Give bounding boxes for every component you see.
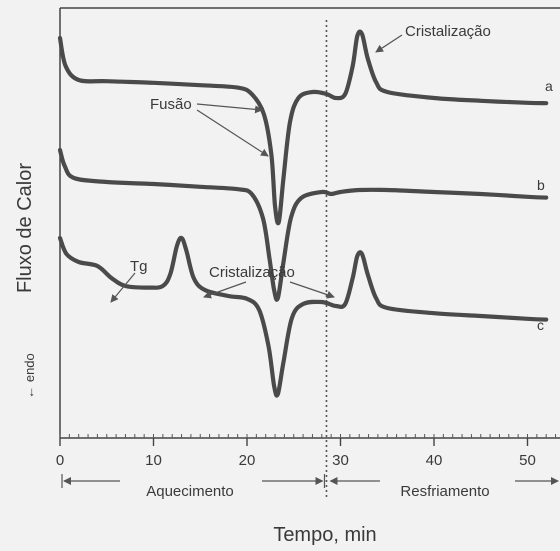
arrow-cristalizacao-right bbox=[289, 281, 335, 299]
series-group bbox=[57, 29, 549, 398]
y-axis-title: Fluxo de Calor bbox=[14, 163, 36, 293]
arrow-cristalizacao-top bbox=[375, 34, 403, 53]
series-label-c: c bbox=[537, 317, 544, 333]
y-direction-note: ← endo bbox=[22, 353, 37, 399]
arrow-tg bbox=[110, 272, 136, 303]
x-axis-minor-ticks bbox=[59, 434, 557, 438]
region-arrows bbox=[61, 474, 559, 488]
arrow-cristalizacao-left bbox=[203, 281, 247, 299]
annotation-tg: Tg bbox=[130, 258, 148, 275]
x-axis-major-ticks bbox=[59, 438, 529, 446]
x-tick-labels: 0 10 20 30 40 50 bbox=[56, 452, 536, 469]
x-tick-label: 30 bbox=[332, 452, 349, 469]
arrow-fusao-b bbox=[196, 109, 269, 157]
x-tick-label: 20 bbox=[239, 452, 256, 469]
x-tick-label: 40 bbox=[426, 452, 443, 469]
x-tick-label: 10 bbox=[145, 452, 162, 469]
series-label-a: a bbox=[545, 78, 553, 94]
x-tick-label: 0 bbox=[56, 452, 64, 469]
annotation-fusao: Fusão bbox=[150, 96, 192, 113]
arrow-fusao-a bbox=[196, 103, 263, 114]
series-label-b: b bbox=[537, 177, 545, 193]
x-axis-title: Tempo, min bbox=[273, 524, 376, 546]
series-line-b bbox=[57, 147, 549, 302]
series-line-c bbox=[57, 235, 549, 398]
annotation-arrows bbox=[110, 34, 403, 303]
region-label-aquecimento: Aquecimento bbox=[146, 483, 234, 500]
x-tick-label: 50 bbox=[519, 452, 536, 469]
region-label-resfriamento: Resfriamento bbox=[400, 483, 489, 500]
annotation-cristalizacao-mid: Cristalização bbox=[209, 264, 295, 281]
series-line-a bbox=[57, 29, 549, 226]
annotation-cristalizacao-top: Cristalização bbox=[405, 23, 491, 40]
